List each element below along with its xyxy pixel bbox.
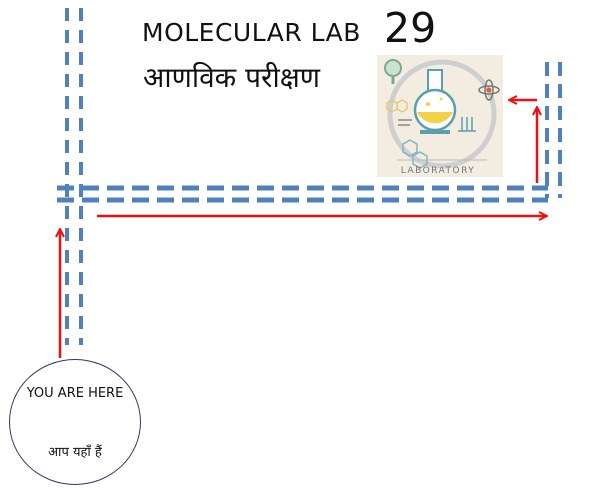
corridor-horizontal bbox=[57, 185, 548, 203]
hexagon-chain-icon bbox=[386, 99, 408, 113]
you-are-here-marker: YOU ARE HERE आप यहाँ हैं bbox=[9, 359, 141, 485]
lab-title-english: MOLECULAR LAB bbox=[142, 18, 361, 47]
laboratory-badge: LABORATORY bbox=[377, 55, 503, 177]
you-are-here-label: YOU ARE HERE bbox=[26, 386, 124, 401]
corridor-vertical-right bbox=[545, 62, 562, 198]
lines-decoration bbox=[398, 119, 412, 126]
molecule-icon bbox=[402, 139, 428, 169]
lab-number: 29 bbox=[384, 4, 437, 52]
magnifier-icon bbox=[384, 59, 402, 84]
corridor-vertical-left bbox=[65, 8, 83, 345]
you-are-here-label-hindi: आप यहाँ हैं bbox=[48, 445, 102, 460]
atom-icon bbox=[478, 79, 500, 101]
lab-title-hindi: आणविक परीक्षण bbox=[143, 61, 321, 94]
laboratory-label: LABORATORY bbox=[401, 166, 476, 176]
test-tubes-icon bbox=[458, 117, 476, 132]
flask-icon bbox=[413, 69, 457, 134]
